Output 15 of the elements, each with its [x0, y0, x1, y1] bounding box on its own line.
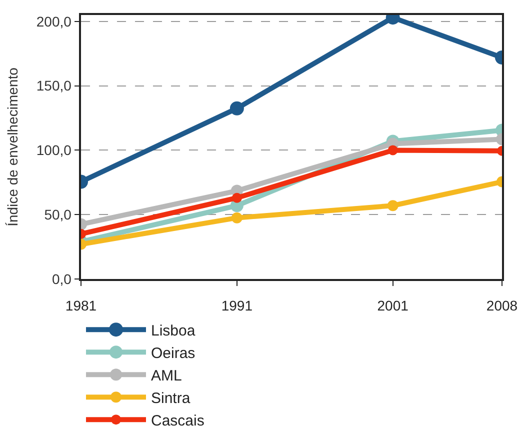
legend-label: Oeiras — [151, 344, 196, 362]
y-tick-label: 150,0 — [36, 78, 72, 94]
x-tick-label: 1991 — [221, 298, 253, 314]
y-tick-label: 100,0 — [36, 142, 72, 158]
x-tick-label: 2001 — [377, 298, 409, 314]
y-tick-label: 200,0 — [36, 13, 72, 30]
y-axis-title: Índice de envelhecimento — [4, 67, 21, 226]
legend-label: Cascais — [151, 412, 204, 430]
y-tick-label: 50,0 — [44, 206, 72, 223]
x-tick-label: 2008 — [486, 298, 518, 314]
legend-label: AML — [151, 367, 182, 384]
legend-label: Sintra — [151, 390, 191, 407]
legend-label: Lisboa — [151, 322, 196, 340]
y-tick-label: 0,0 — [52, 270, 72, 287]
x-tick-label: 1981 — [65, 298, 97, 314]
